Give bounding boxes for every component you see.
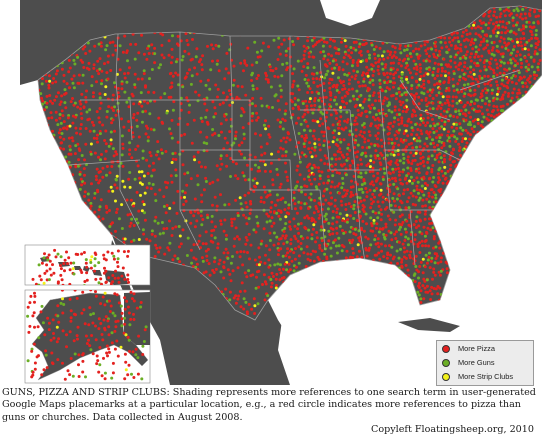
map-legend: More Pizza More Guns More Strip Clubs: [436, 340, 534, 386]
legend-item-pizza: More Pizza: [442, 343, 495, 354]
caption-credit: Copyleft Floatingsheep.org, 2010: [2, 424, 534, 436]
legend-item-strip-clubs: More Strip Clubs: [442, 371, 513, 382]
us-map: [20, 0, 542, 385]
legend-swatch-strip-clubs: [442, 373, 450, 381]
legend-swatch-pizza: [442, 345, 450, 353]
legend-label-strip-clubs: More Strip Clubs: [458, 372, 513, 381]
map-frame: [20, 0, 542, 385]
map-caption: GUNS, PIZZA AND STRIP CLUBS: Shading rep…: [2, 387, 542, 437]
caption-text: GUNS, PIZZA AND STRIP CLUBS: Shading rep…: [2, 387, 542, 424]
legend-label-pizza: More Pizza: [458, 344, 495, 353]
legend-item-guns: More Guns: [442, 357, 495, 368]
legend-label-guns: More Guns: [458, 358, 495, 367]
legend-swatch-guns: [442, 359, 450, 367]
